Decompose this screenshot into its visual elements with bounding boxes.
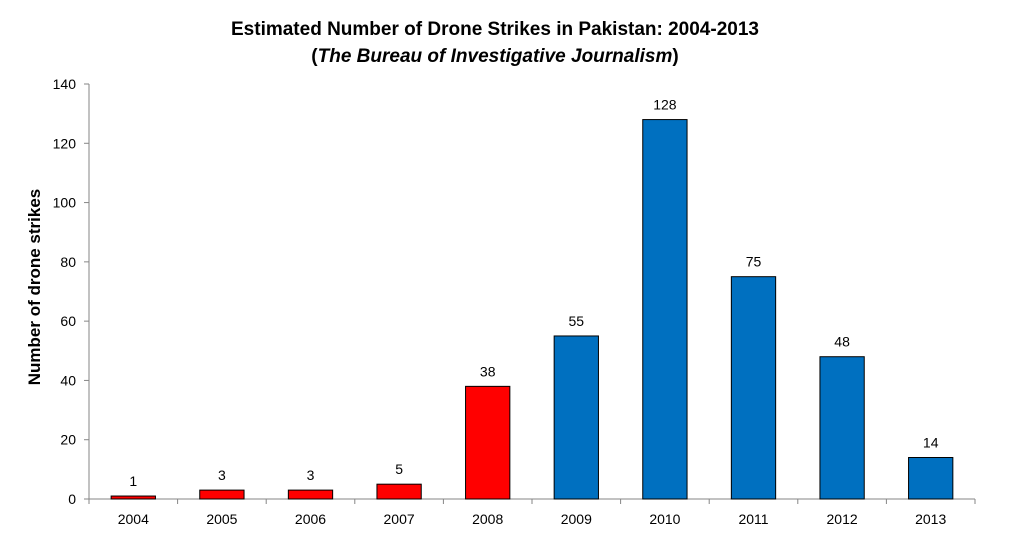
x-ticks: 2004 2005 2006 2007 2008 2009 2010 2011 2012 2013	[88, 499, 976, 527]
bar-2006	[287, 489, 334, 500]
y-tick-label: 20	[60, 432, 76, 448]
data-label-2009: 55	[569, 313, 585, 329]
y-tick-label: 120	[53, 135, 77, 151]
data-labels: 1 3 3 5 38 55 128 75 48 14	[129, 97, 938, 489]
data-label-2005: 3	[218, 467, 226, 483]
y-tick-label: 40	[60, 372, 76, 388]
x-tick-label: 2009	[561, 511, 592, 527]
chart-title: Estimated Number of Drone Strikes in Pak…	[231, 19, 759, 40]
bar-2005	[199, 489, 245, 500]
data-label-2012: 48	[834, 334, 850, 350]
chart-subtitle-text: The Bureau of Investigative Journalism	[317, 46, 673, 67]
bar-2004	[110, 495, 156, 500]
y-tick-label: 60	[60, 313, 76, 329]
bar-2009	[553, 335, 599, 500]
data-label-2007: 5	[395, 461, 403, 477]
bar-2007	[376, 483, 422, 500]
data-label-2010: 128	[653, 97, 677, 113]
x-tick-label: 2006	[295, 511, 326, 527]
bar-2013	[908, 457, 954, 500]
bar-2010	[642, 119, 688, 500]
y-tick-label: 80	[60, 254, 76, 270]
data-label-2013: 14	[923, 435, 939, 451]
bar-2012	[819, 356, 865, 500]
bar-2011	[730, 276, 777, 500]
y-tick-label: 100	[53, 195, 77, 211]
chart-subtitle: (The Bureau of Investigative Journalism)	[311, 46, 679, 67]
bars	[110, 119, 954, 500]
x-tick-label: 2010	[649, 511, 680, 527]
y-axis-label: Number of drone strikes	[25, 189, 44, 386]
data-label-2004: 1	[129, 473, 137, 489]
data-label-2006: 3	[307, 467, 315, 483]
y-tick-label: 0	[68, 491, 76, 507]
x-tick-label: 2011	[738, 511, 768, 527]
x-tick-label: 2004	[118, 511, 149, 527]
x-tick-label: 2013	[915, 511, 946, 527]
x-tick-label: 2005	[206, 511, 237, 527]
x-tick-label: 2008	[472, 511, 503, 527]
x-tick-label: 2012	[827, 511, 858, 527]
y-ticks: 0 20 40 60 80 100 120 140	[53, 76, 89, 507]
y-tick-label: 140	[53, 76, 77, 92]
data-label-2008: 38	[480, 363, 496, 379]
data-label-2011: 75	[746, 254, 762, 270]
bar-2008	[465, 385, 511, 500]
x-tick-label: 2007	[384, 511, 415, 527]
